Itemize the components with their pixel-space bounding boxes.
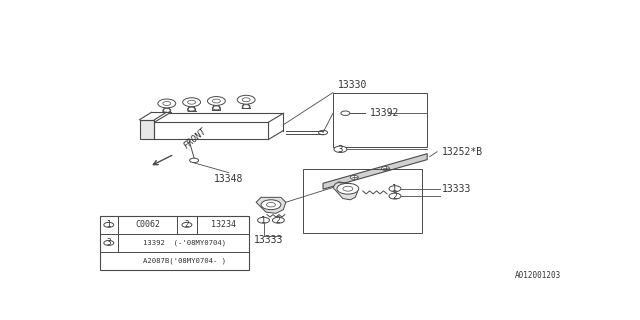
Circle shape bbox=[337, 183, 359, 194]
Circle shape bbox=[163, 108, 171, 112]
Text: 3: 3 bbox=[338, 145, 343, 154]
Text: 2: 2 bbox=[184, 220, 189, 229]
Circle shape bbox=[334, 146, 347, 153]
Circle shape bbox=[261, 200, 281, 210]
Bar bbox=[100, 216, 248, 270]
Circle shape bbox=[389, 193, 401, 199]
Text: 13333: 13333 bbox=[254, 236, 283, 245]
Text: 13330: 13330 bbox=[338, 80, 367, 90]
Text: 1: 1 bbox=[106, 220, 111, 229]
Text: 2: 2 bbox=[276, 216, 281, 225]
Circle shape bbox=[341, 111, 350, 116]
Text: 13348: 13348 bbox=[214, 174, 243, 184]
Polygon shape bbox=[256, 197, 286, 213]
Circle shape bbox=[242, 105, 250, 108]
Circle shape bbox=[319, 130, 328, 135]
Circle shape bbox=[189, 158, 198, 163]
Text: 13234: 13234 bbox=[211, 220, 236, 229]
Circle shape bbox=[381, 166, 390, 171]
Circle shape bbox=[104, 240, 114, 245]
Text: C0062: C0062 bbox=[135, 220, 160, 229]
Polygon shape bbox=[323, 154, 428, 189]
Circle shape bbox=[389, 186, 401, 192]
Circle shape bbox=[273, 217, 284, 223]
Text: 13392: 13392 bbox=[370, 108, 399, 118]
Text: 13333: 13333 bbox=[442, 184, 472, 194]
Circle shape bbox=[257, 217, 269, 223]
Circle shape bbox=[212, 106, 220, 110]
Text: 13252*B: 13252*B bbox=[442, 147, 483, 157]
Circle shape bbox=[104, 222, 114, 227]
Bar bbox=[333, 92, 428, 147]
Bar bbox=[140, 120, 154, 140]
Text: 3: 3 bbox=[106, 238, 111, 247]
Text: 2: 2 bbox=[392, 192, 397, 201]
Circle shape bbox=[182, 222, 192, 227]
Polygon shape bbox=[333, 182, 358, 200]
Bar bbox=[303, 169, 422, 233]
Text: 1: 1 bbox=[392, 184, 397, 193]
Text: A012001203: A012001203 bbox=[515, 271, 561, 280]
Text: A2087B('08MY0704- ): A2087B('08MY0704- ) bbox=[143, 258, 226, 264]
Text: 1: 1 bbox=[261, 216, 266, 225]
Text: FRONT: FRONT bbox=[182, 126, 208, 150]
Text: 13392  (-'08MY0704): 13392 (-'08MY0704) bbox=[143, 240, 226, 246]
Circle shape bbox=[188, 107, 196, 111]
Circle shape bbox=[350, 175, 358, 179]
